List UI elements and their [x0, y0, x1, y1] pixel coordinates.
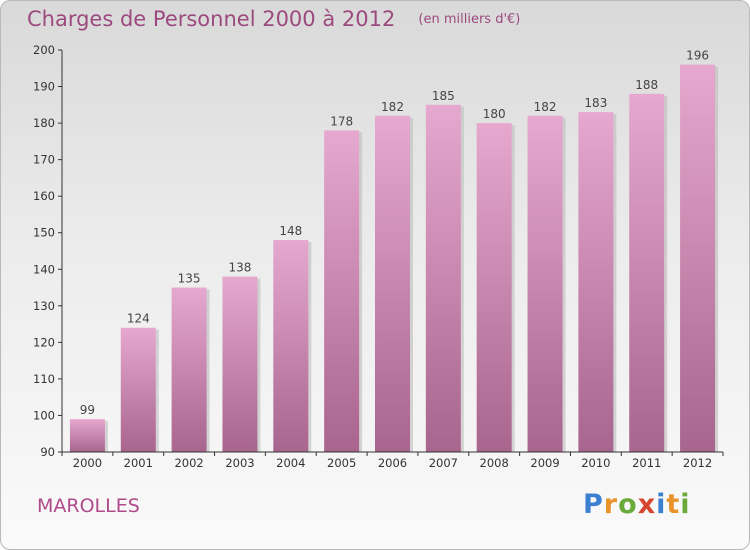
- data-label-2008: 180: [483, 107, 506, 121]
- x-tick-label-2011: 2011: [632, 456, 661, 470]
- y-tick-label-120: 120: [33, 335, 55, 349]
- y-tick-label-90: 90: [40, 445, 55, 459]
- data-label-2009: 182: [534, 100, 557, 114]
- x-tick-label-2003: 2003: [225, 456, 254, 470]
- data-label-2006: 182: [381, 100, 404, 114]
- logo-letter: i: [656, 489, 667, 520]
- data-label-2002: 135: [178, 272, 201, 286]
- logo-letter: o: [618, 489, 638, 520]
- proxiti-logo: Proxiti: [583, 489, 691, 520]
- x-tick-label-2009: 2009: [530, 456, 559, 470]
- x-tick-label-2007: 2007: [429, 456, 458, 470]
- logo-letter: i: [680, 489, 691, 520]
- bar-2008: [476, 123, 512, 452]
- bar-2004: [273, 240, 309, 452]
- bar-2006: [375, 115, 410, 453]
- data-label-2005: 178: [330, 114, 353, 128]
- y-tick-label-150: 150: [33, 226, 55, 240]
- data-label-2010: 183: [584, 96, 607, 110]
- data-label-2007: 185: [432, 89, 455, 103]
- town-name: MAROLLES: [37, 495, 140, 517]
- y-tick-label-160: 160: [33, 189, 55, 203]
- bar-2011: [629, 93, 665, 452]
- y-tick-label-110: 110: [33, 372, 55, 386]
- bar-2003: [222, 276, 258, 452]
- y-tick-label-140: 140: [33, 262, 55, 276]
- bar-2002: [171, 287, 207, 452]
- y-tick-label-170: 170: [33, 153, 55, 167]
- logo-letter: t: [666, 489, 681, 520]
- logo-letter: P: [583, 489, 604, 520]
- y-tick-label-100: 100: [33, 408, 55, 422]
- x-tick-label-2006: 2006: [378, 456, 407, 470]
- x-tick-label-2000: 2000: [73, 456, 102, 470]
- x-tick-label-2002: 2002: [174, 456, 203, 470]
- y-tick-label-190: 190: [33, 80, 55, 94]
- logo-letter: r: [603, 489, 619, 520]
- bar-2009: [527, 115, 563, 453]
- bar-2012: [680, 64, 716, 453]
- data-label-2011: 188: [635, 78, 658, 92]
- y-tick-label-200: 200: [33, 43, 55, 57]
- data-label-2012: 196: [686, 49, 709, 63]
- x-tick-label-2005: 2005: [327, 456, 356, 470]
- data-label-2000: 99: [80, 403, 95, 417]
- y-tick-label-130: 130: [33, 299, 55, 313]
- logo-letter: x: [637, 489, 657, 520]
- bar-2001: [120, 327, 156, 452]
- data-label-2003: 138: [229, 261, 252, 275]
- bar-2010: [578, 112, 614, 453]
- y-tick-label-180: 180: [33, 116, 55, 130]
- bar-2000: [69, 419, 105, 452]
- x-tick-label-2008: 2008: [480, 456, 509, 470]
- x-tick-label-2004: 2004: [276, 456, 305, 470]
- title-row: Charges de Personnel 2000 à 2012 (en mil…: [27, 7, 520, 31]
- bar-2005: [324, 130, 360, 452]
- x-tick-label-2010: 2010: [581, 456, 610, 470]
- chart-title: Charges de Personnel 2000 à 2012: [27, 7, 396, 31]
- x-tick-label-2012: 2012: [683, 456, 712, 470]
- bar-2007: [425, 104, 461, 453]
- x-tick-label-2001: 2001: [124, 456, 153, 470]
- data-label-2004: 148: [279, 224, 302, 238]
- data-label-2001: 124: [127, 312, 150, 326]
- chart-subtitle: (en milliers d'€): [418, 12, 521, 27]
